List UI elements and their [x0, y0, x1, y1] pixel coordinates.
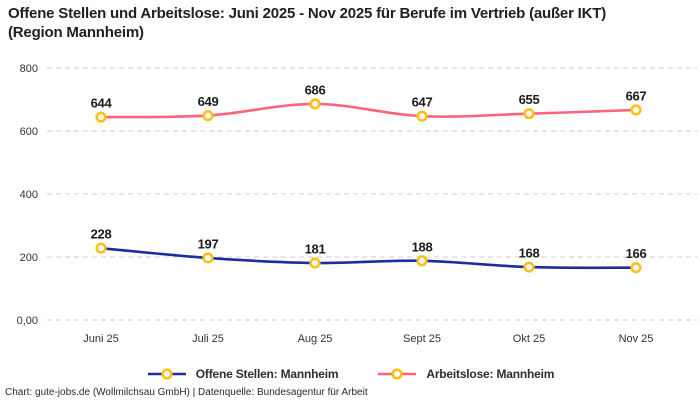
- data-point-marker: [630, 104, 642, 116]
- y-axis-tick-label: 200: [20, 252, 38, 264]
- legend-item[interactable]: Arbeitslose: Mannheim: [376, 366, 554, 382]
- legend-item[interactable]: Offene Stellen: Mannheim: [146, 366, 339, 382]
- line-chart: 0,00 200 400 600 800 Juni 25 Juli 25 Aug 25 Sept…: [17, 63, 697, 345]
- data-point-marker: [309, 257, 321, 269]
- data-point-value-label: 188: [412, 239, 433, 254]
- x-axis-tick-label: Juni 25: [83, 333, 118, 345]
- legend-series-swatch-icon: [147, 368, 186, 380]
- legend-label: Offene Stellen: Mannheim: [195, 367, 339, 381]
- data-point-value-label: 647: [412, 95, 433, 110]
- data-point-value-label: 166: [626, 246, 647, 261]
- x-axis-tick-label: Sept 25: [403, 333, 441, 345]
- y-axis-tick-label: 400: [20, 189, 38, 201]
- y-axis-tick-label: 800: [20, 63, 38, 75]
- legend-series-swatch-icon: [378, 368, 417, 380]
- legend-label: Arbeitslose: Mannheim: [426, 367, 555, 381]
- data-point-marker: [416, 110, 428, 122]
- data-point-value-label: 228: [91, 227, 112, 242]
- data-point-value-label: 686: [305, 82, 326, 97]
- x-axis-tick-label: Nov 25: [619, 333, 654, 345]
- series-line: [99, 102, 638, 119]
- data-point-value-label: 649: [198, 94, 219, 109]
- data-point-value-label: 168: [519, 246, 540, 261]
- data-point-marker: [202, 109, 214, 122]
- chart-source-footer: Chart: gute-jobs.de (Wollmilchsau GmbH) …: [5, 387, 368, 398]
- data-point-marker: [95, 111, 107, 123]
- data-point-marker: [523, 261, 535, 273]
- data-point-value-label: 181: [305, 241, 326, 256]
- data-point-value-label: 655: [519, 92, 540, 107]
- data-point-value-label: 667: [626, 88, 647, 103]
- chart-title: Offene Stellen und Arbeitslose: Juni 202…: [8, 5, 607, 42]
- chart-legend: Offene Stellen: Mannheim Arbeitslose: Man…: [0, 363, 700, 385]
- x-axis-tick-label: Juli 25: [192, 333, 224, 345]
- y-axis-tick-label: 0,00: [17, 315, 38, 327]
- x-axis-tick-label: Okt 25: [513, 333, 545, 345]
- data-point-marker: [202, 252, 214, 264]
- data-point-marker: [416, 255, 428, 267]
- series-line: [99, 246, 638, 270]
- data-point-marker: [630, 262, 642, 274]
- data-point-marker: [95, 242, 107, 254]
- data-point-marker: [309, 98, 321, 110]
- y-axis-tick-label: 600: [20, 126, 38, 138]
- x-axis-tick-label: Aug 25: [298, 333, 333, 345]
- data-point-value-label: 644: [91, 96, 113, 111]
- data-point-value-label: 197: [198, 236, 219, 251]
- data-point-marker: [523, 108, 535, 120]
